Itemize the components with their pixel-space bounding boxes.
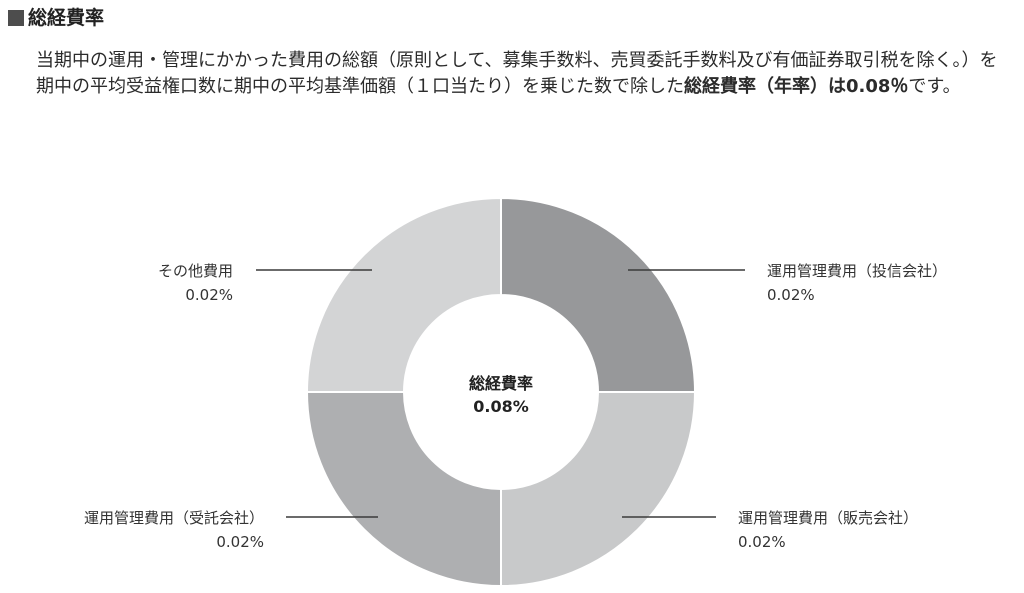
center-value: 0.08% [473, 397, 529, 416]
center-label: 総経費率 [469, 374, 533, 393]
donut-slice [500, 196, 697, 393]
section-title: 総経費率 [8, 6, 104, 30]
description-tail: です。 [908, 76, 961, 97]
square-bullet-icon [8, 10, 24, 26]
donut-slice [305, 391, 502, 588]
slice-label: 運用管理費用（投信会社） [767, 262, 947, 280]
slice-label: 運用管理費用（受託会社） [84, 509, 264, 527]
slice-value-label: 0.02% [767, 286, 815, 304]
slice-value-label: 0.02% [738, 533, 786, 551]
donut-slice [305, 196, 502, 393]
donut-slice [500, 391, 697, 588]
description-highlight: 総経費率（年率）は0.08％ [684, 76, 909, 97]
description-text: 当期中の運用・管理にかかった費用の総額（原則として、募集手数料、売買委託手数料及… [36, 50, 998, 97]
description: 当期中の運用・管理にかかった費用の総額（原則として、募集手数料、売買委託手数料及… [36, 48, 1004, 100]
slice-label: その他費用 [158, 262, 233, 280]
slice-value-label: 0.02% [185, 286, 233, 304]
slice-value-label: 0.02% [216, 533, 264, 551]
section-title-text: 総経費率 [28, 7, 105, 29]
slice-label: 運用管理費用（販売会社） [738, 509, 918, 527]
